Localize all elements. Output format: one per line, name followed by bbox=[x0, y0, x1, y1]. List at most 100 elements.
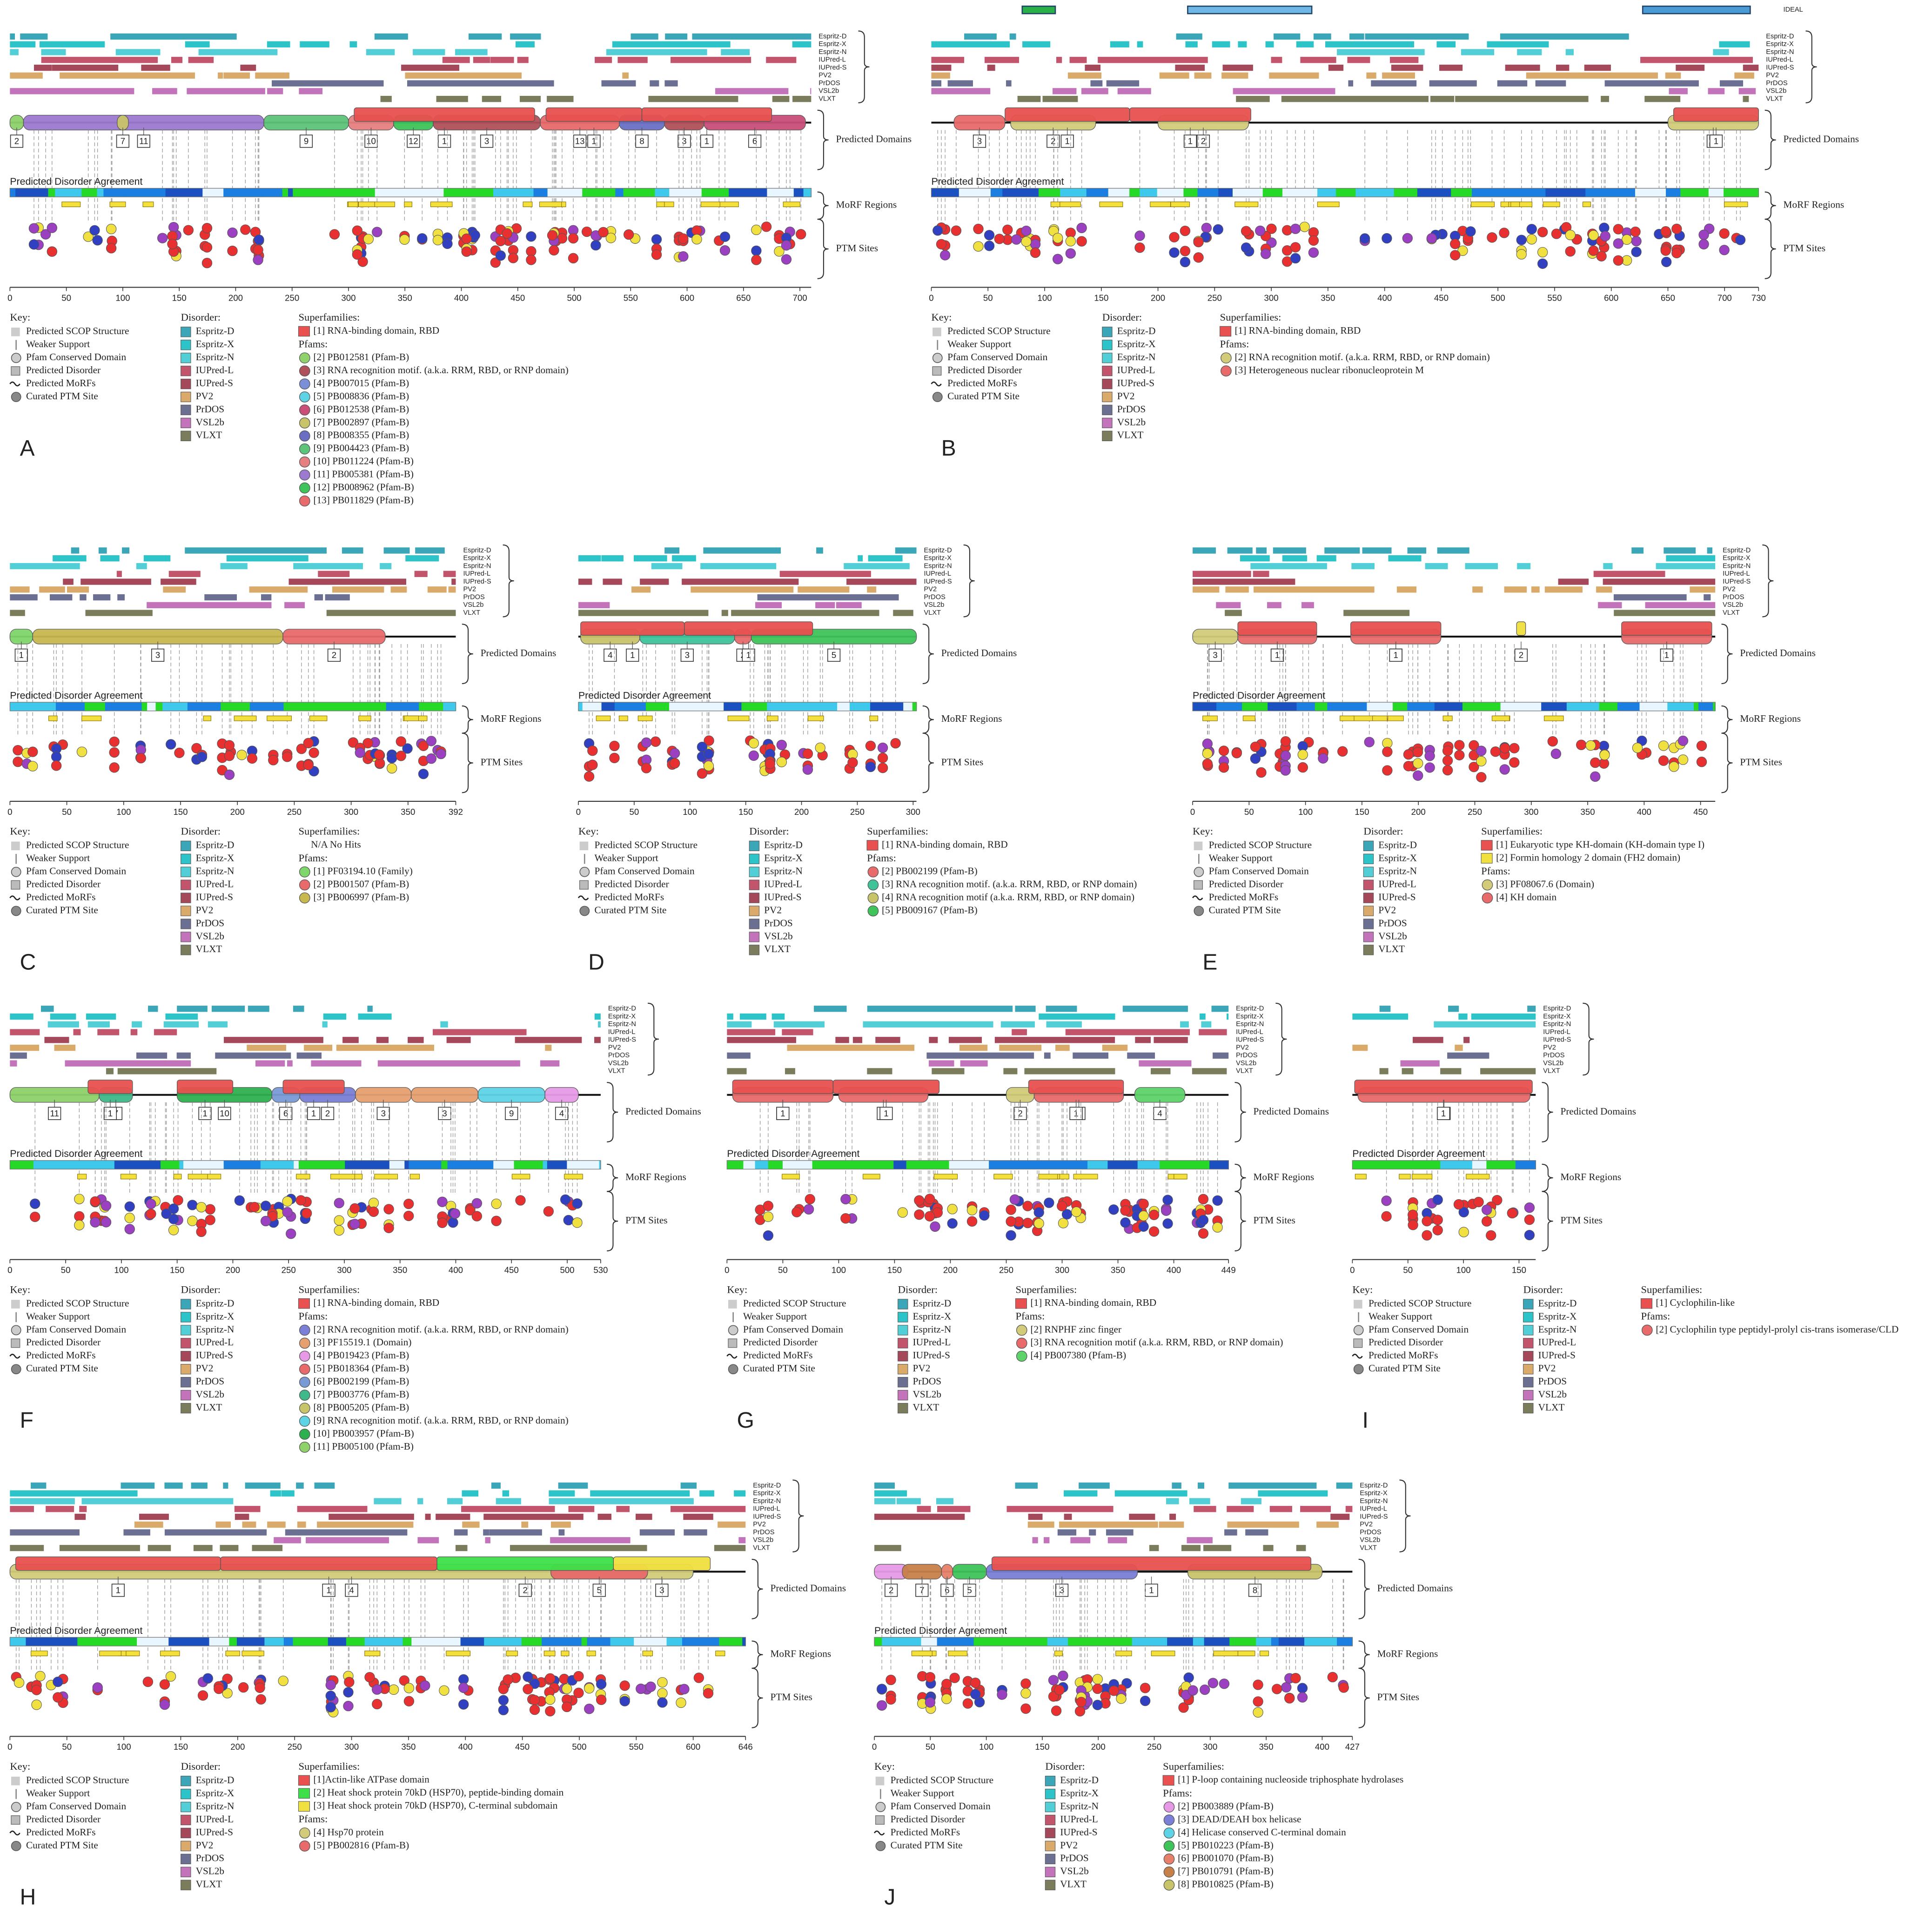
ptm-site bbox=[697, 768, 708, 779]
morf-region bbox=[188, 1174, 211, 1180]
key-item: Curated PTM Site bbox=[1368, 1363, 1441, 1374]
disorder-item: IUPred-L bbox=[196, 1813, 234, 1825]
pfam-swatch bbox=[867, 879, 879, 891]
x-tick-label: 450 bbox=[1434, 293, 1449, 302]
key-item: Predicted Disorder bbox=[1209, 878, 1283, 889]
ptm-site bbox=[224, 769, 235, 780]
morf-region bbox=[267, 715, 292, 721]
disorder-segment bbox=[578, 610, 709, 616]
ptm-site bbox=[491, 1198, 502, 1209]
ptm-site bbox=[31, 1699, 42, 1710]
agreement-segment bbox=[1296, 702, 1315, 711]
superfamily-domain bbox=[87, 1080, 133, 1094]
superfamily-domain bbox=[1237, 621, 1317, 636]
agreement-segment bbox=[1434, 702, 1463, 711]
key-icon bbox=[11, 880, 20, 890]
ptm-site bbox=[562, 1701, 572, 1713]
key-icon bbox=[728, 1300, 737, 1309]
morf-region bbox=[1544, 715, 1564, 721]
x-tick-label: 500 bbox=[572, 1742, 586, 1752]
agreement-segment bbox=[1680, 188, 1709, 197]
x-tick-label: 250 bbox=[1468, 807, 1482, 817]
x-tick-label: 50 bbox=[62, 807, 72, 817]
domain-label: 2 bbox=[332, 650, 336, 660]
agreement-segment bbox=[346, 702, 387, 711]
ptm-site bbox=[962, 1698, 973, 1709]
agreement-segment bbox=[260, 1160, 295, 1169]
ptm-site bbox=[1058, 1218, 1069, 1229]
disorder-segment bbox=[1150, 1068, 1171, 1075]
disorder-item: IUPred-S bbox=[196, 1827, 233, 1838]
ptm-site bbox=[1253, 1679, 1263, 1690]
pfam-item: [11] PB005100 (Pfam-B) bbox=[313, 1441, 414, 1452]
ptm-site bbox=[109, 736, 120, 747]
ptm-site bbox=[966, 1205, 978, 1216]
disorder-segment bbox=[1122, 1006, 1188, 1012]
disorder-segment bbox=[136, 1052, 168, 1059]
ptm-site bbox=[403, 1696, 415, 1706]
disorder-segment bbox=[440, 1021, 448, 1028]
morf-region bbox=[1170, 201, 1190, 207]
morf-label: MoRF Regions bbox=[625, 1171, 686, 1182]
ptm-site bbox=[227, 245, 238, 256]
morf-region bbox=[1466, 1174, 1490, 1180]
agreement-segment bbox=[866, 1160, 894, 1169]
ptm-site bbox=[508, 253, 519, 263]
disorder-segment bbox=[185, 41, 210, 47]
domain-label-box bbox=[700, 134, 714, 148]
key-icon bbox=[1194, 906, 1204, 916]
ptm-site bbox=[997, 1689, 1007, 1700]
morf-region bbox=[81, 715, 102, 721]
ptm-site bbox=[1403, 761, 1414, 772]
ptm-site bbox=[1585, 740, 1596, 751]
track-label: VSL2b bbox=[1766, 87, 1786, 95]
ptm-site bbox=[1193, 236, 1204, 248]
agreement-segment bbox=[1667, 702, 1690, 711]
domain-label-box bbox=[940, 1584, 954, 1597]
domain-label: 1 bbox=[1065, 136, 1070, 146]
disorder-segment bbox=[1708, 88, 1725, 94]
domain-label-box bbox=[14, 648, 28, 662]
ptm-site bbox=[13, 1677, 25, 1688]
disorder-swatch bbox=[181, 352, 191, 363]
disorder-swatch bbox=[181, 365, 191, 376]
key-item: Curated PTM Site bbox=[947, 390, 1020, 402]
ptm-site bbox=[1453, 1199, 1464, 1210]
disorder-segment bbox=[1238, 41, 1247, 47]
disorder-item: VSL2b bbox=[196, 930, 225, 941]
ptm-site bbox=[1547, 736, 1558, 747]
ptm-site bbox=[458, 1699, 469, 1710]
ptm-site bbox=[465, 1205, 476, 1216]
disorder-segment bbox=[188, 57, 214, 63]
bracket bbox=[1234, 1163, 1246, 1192]
disorder-swatch bbox=[181, 1390, 191, 1401]
ptm-site bbox=[1590, 771, 1601, 782]
agreement-segment bbox=[356, 1637, 365, 1646]
ptm-site bbox=[1424, 762, 1435, 773]
domain-label-box bbox=[655, 1584, 669, 1597]
disorder-segment bbox=[247, 1044, 286, 1051]
x-tick-label: 50 bbox=[61, 293, 71, 302]
disorder-segment bbox=[93, 594, 111, 601]
domain-label-box bbox=[879, 1107, 893, 1120]
agreement-segment bbox=[1278, 1637, 1305, 1646]
morf-region bbox=[1508, 201, 1532, 207]
agreement-frame bbox=[9, 188, 812, 197]
morf-region bbox=[807, 715, 824, 721]
domain-label: 1 bbox=[780, 1108, 785, 1118]
disorder-segment bbox=[1690, 586, 1716, 593]
ptm-site bbox=[1413, 770, 1423, 781]
ptm-site bbox=[403, 1683, 415, 1693]
ptm-site bbox=[1044, 1197, 1054, 1208]
disorder-item: Espritz-X bbox=[913, 1310, 952, 1322]
disorder-segment bbox=[1089, 1529, 1096, 1536]
pfam-item: [2] PB012581 (Pfam-B) bbox=[313, 351, 409, 363]
disorder-segment bbox=[1227, 1013, 1229, 1020]
ptm-site bbox=[426, 753, 437, 764]
domain-label-box bbox=[973, 134, 986, 148]
domain-label: 11 bbox=[50, 1108, 59, 1118]
agreement-segment bbox=[990, 188, 1003, 197]
agreement-segment bbox=[179, 1160, 184, 1169]
morf-label: MoRF Regions bbox=[941, 713, 1002, 724]
agreement-segment bbox=[1017, 1160, 1036, 1169]
